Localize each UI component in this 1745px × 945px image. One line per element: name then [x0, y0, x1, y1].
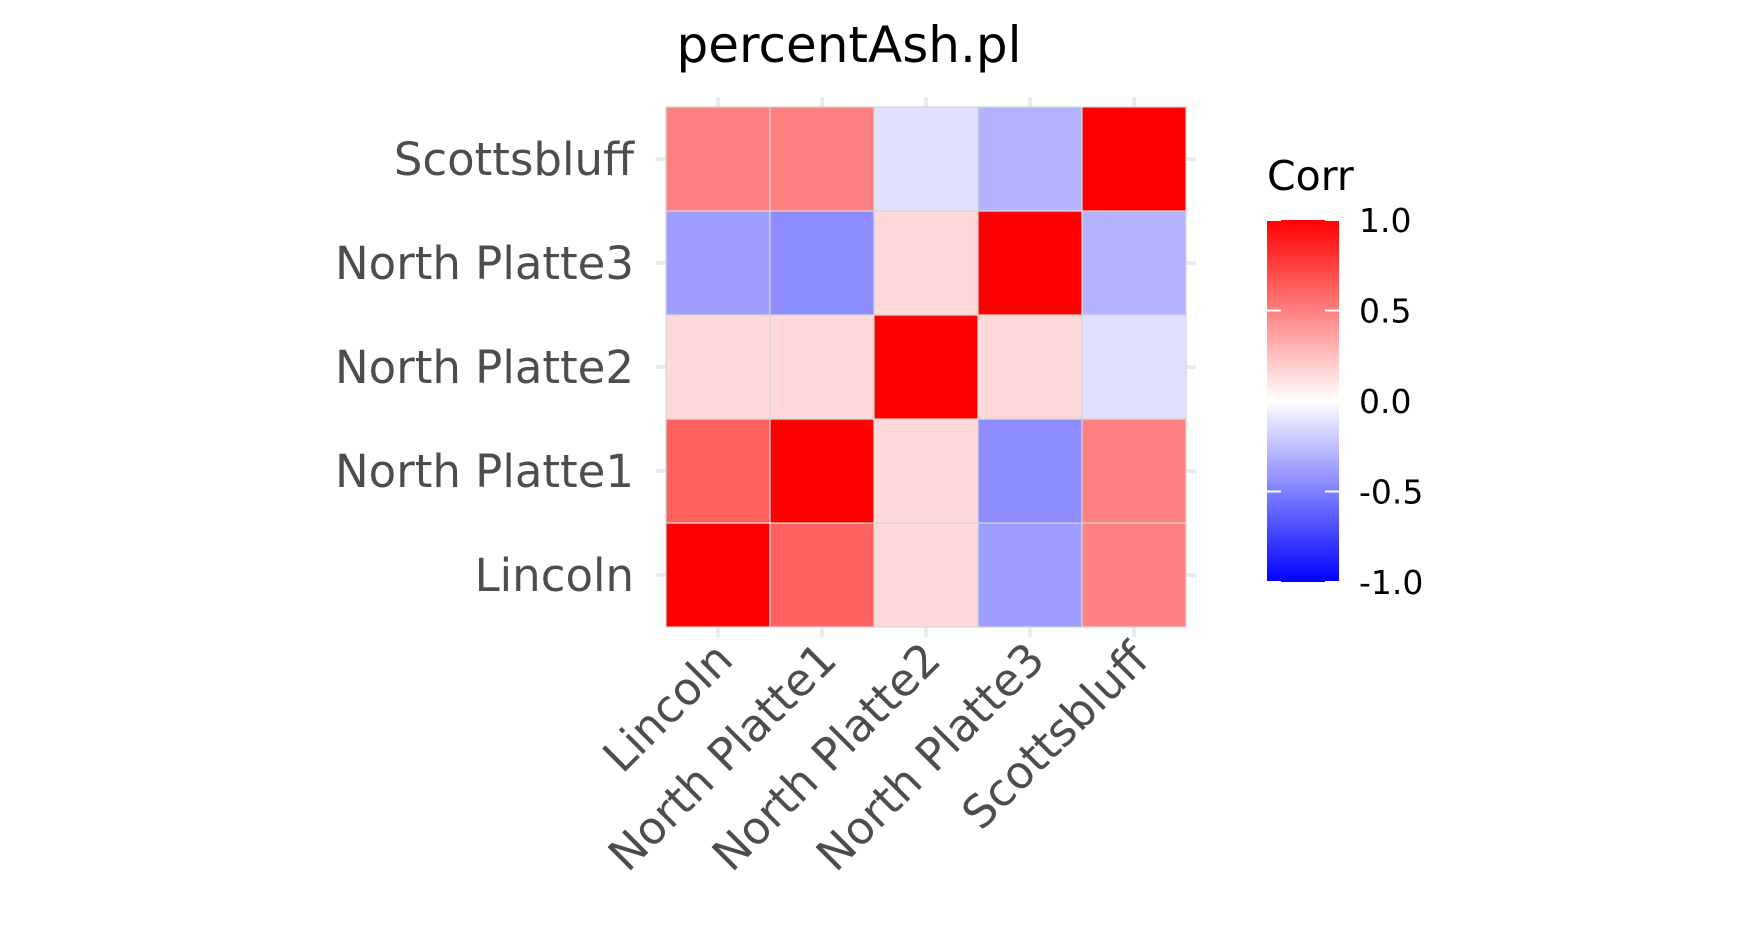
cell-north-platte1-scottsbluff [1081, 418, 1187, 524]
cell-north-platte2-north-platte2 [873, 314, 979, 420]
chart-title: percentAsh.pl [677, 16, 1022, 74]
cell-north-platte2-scottsbluff [1081, 314, 1187, 420]
cell-north-platte3-north-platte1 [769, 210, 875, 316]
cell-scottsbluff-north-platte3 [977, 106, 1083, 212]
cell-north-platte3-scottsbluff [1081, 210, 1187, 316]
y-tick-label-lincoln: Lincoln [475, 549, 634, 602]
cell-scottsbluff-north-platte2 [873, 106, 979, 212]
cell-lincoln-north-platte1 [769, 522, 875, 628]
y-tick-label-scottsbluff: Scottsbluff [394, 133, 635, 186]
y-tick-label-north-platte2: North Platte2 [335, 341, 634, 394]
heatmap-cells [665, 106, 1187, 628]
y-tick-label-north-platte1: North Platte1 [335, 445, 634, 498]
cell-north-platte1-north-platte2 [873, 418, 979, 524]
legend-tick-label: 1.0 [1359, 201, 1411, 240]
cell-north-platte3-lincoln [665, 210, 771, 316]
cell-north-platte2-north-platte1 [769, 314, 875, 420]
legend-tick-label: -1.0 [1359, 563, 1423, 602]
legend: Corr 1.0 0.5 0.0 -0.5 -1.0 [1267, 152, 1423, 602]
cell-north-platte3-north-platte2 [873, 210, 979, 316]
cell-lincoln-north-platte3 [977, 522, 1083, 628]
cell-scottsbluff-north-platte1 [769, 106, 875, 212]
cell-north-platte1-north-platte3 [977, 418, 1083, 524]
y-tick-label-north-platte3: North Platte3 [335, 237, 634, 290]
cell-scottsbluff-lincoln [665, 106, 771, 212]
cell-north-platte3-north-platte3 [977, 210, 1083, 316]
y-axis: Lincoln North Platte1 North Platte2 North P… [335, 133, 635, 602]
cell-north-platte2-lincoln [665, 314, 771, 420]
cell-north-platte1-north-platte1 [769, 418, 875, 524]
legend-tick-label: 0.5 [1359, 292, 1411, 331]
cell-lincoln-lincoln [665, 522, 771, 628]
cell-north-platte1-lincoln [665, 418, 771, 524]
legend-title: Corr [1267, 152, 1354, 200]
cell-lincoln-north-platte2 [873, 522, 979, 628]
legend-tick-label: -0.5 [1359, 473, 1423, 512]
cell-scottsbluff-scottsbluff [1081, 106, 1187, 212]
cell-lincoln-scottsbluff [1081, 522, 1187, 628]
legend-tick-label: 0.0 [1359, 382, 1411, 421]
legend-ticks: 1.0 0.5 0.0 -0.5 -1.0 [1267, 201, 1423, 602]
cell-north-platte2-north-platte3 [977, 314, 1083, 420]
